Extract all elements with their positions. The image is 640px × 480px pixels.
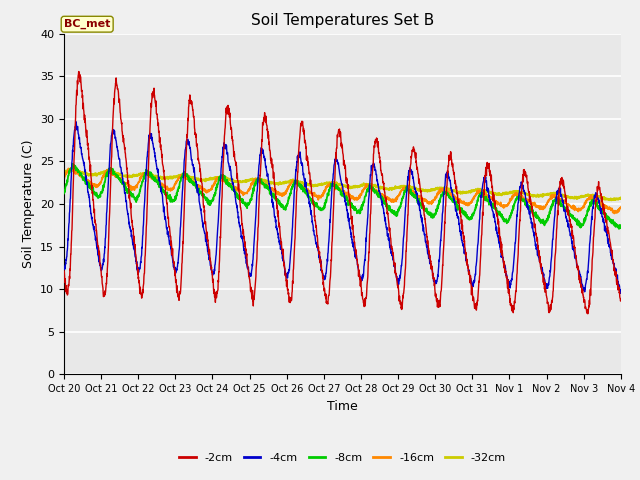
-32cm bbox=[359, 182, 367, 188]
Y-axis label: Soil Temperature (C): Soil Temperature (C) bbox=[22, 140, 35, 268]
-4cm bbox=[216, 194, 223, 200]
-4cm bbox=[568, 240, 575, 246]
-8cm bbox=[359, 203, 367, 209]
-32cm bbox=[504, 190, 512, 196]
-16cm bbox=[359, 190, 367, 195]
-8cm bbox=[504, 219, 512, 225]
Line: -2cm: -2cm bbox=[64, 72, 621, 314]
-2cm bbox=[504, 290, 512, 296]
-32cm bbox=[216, 175, 223, 180]
-4cm bbox=[72, 119, 80, 125]
-32cm bbox=[68, 167, 76, 172]
-32cm bbox=[617, 195, 625, 201]
-16cm bbox=[584, 197, 591, 203]
-16cm bbox=[504, 201, 512, 207]
-4cm bbox=[617, 288, 625, 293]
-4cm bbox=[371, 164, 379, 170]
-8cm bbox=[617, 225, 625, 231]
-8cm bbox=[68, 161, 76, 167]
-4cm bbox=[359, 276, 367, 281]
Line: -16cm: -16cm bbox=[64, 168, 621, 214]
-16cm bbox=[216, 174, 223, 180]
-16cm bbox=[371, 187, 379, 192]
Title: Soil Temperatures Set B: Soil Temperatures Set B bbox=[251, 13, 434, 28]
Legend: -2cm, -4cm, -8cm, -16cm, -32cm: -2cm, -4cm, -8cm, -16cm, -32cm bbox=[175, 448, 510, 467]
-32cm bbox=[584, 193, 591, 199]
-2cm bbox=[568, 223, 575, 229]
-32cm bbox=[607, 197, 615, 203]
-16cm bbox=[617, 204, 625, 210]
-8cm bbox=[216, 174, 223, 180]
-8cm bbox=[584, 209, 591, 215]
-2cm bbox=[371, 144, 379, 150]
-8cm bbox=[371, 189, 379, 194]
-2cm bbox=[216, 258, 223, 264]
-16cm bbox=[568, 204, 575, 210]
-32cm bbox=[371, 183, 379, 189]
Text: BC_met: BC_met bbox=[64, 19, 110, 29]
-32cm bbox=[60, 168, 68, 174]
-2cm bbox=[359, 296, 367, 302]
-4cm bbox=[60, 266, 68, 272]
-8cm bbox=[568, 214, 575, 219]
-2cm bbox=[584, 307, 591, 312]
Line: -4cm: -4cm bbox=[64, 122, 621, 293]
-4cm bbox=[504, 277, 512, 283]
-16cm bbox=[611, 211, 618, 216]
-2cm bbox=[75, 69, 83, 74]
-8cm bbox=[615, 226, 623, 232]
-2cm bbox=[617, 297, 625, 302]
-32cm bbox=[568, 195, 575, 201]
Line: -32cm: -32cm bbox=[64, 169, 621, 200]
-4cm bbox=[584, 270, 591, 276]
-2cm bbox=[60, 271, 68, 276]
-2cm bbox=[584, 311, 591, 317]
Line: -8cm: -8cm bbox=[64, 164, 621, 229]
-16cm bbox=[68, 165, 76, 170]
-4cm bbox=[617, 290, 625, 296]
-8cm bbox=[60, 191, 68, 196]
X-axis label: Time: Time bbox=[327, 400, 358, 413]
-16cm bbox=[60, 176, 68, 181]
